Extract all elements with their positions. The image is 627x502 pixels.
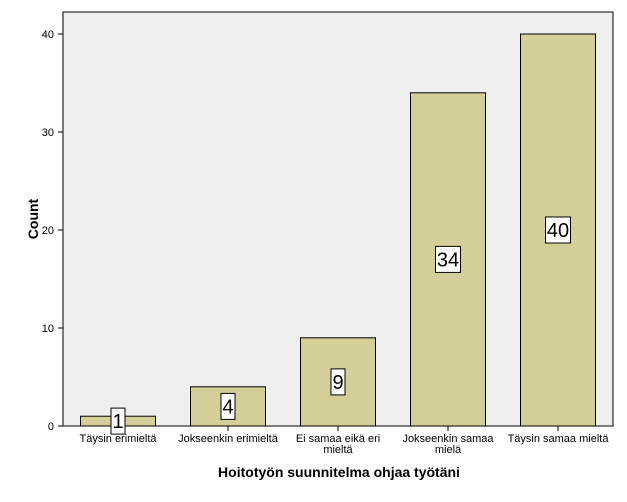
data-label: 34 — [437, 249, 459, 271]
data-label: 40 — [547, 220, 569, 242]
y-tick-label: 10 — [42, 323, 54, 335]
data-label-box — [220, 392, 236, 420]
x-axis-title: Hoitotyön suunnitelma ohjaa työtäni — [218, 464, 460, 480]
data-label: 4 — [222, 396, 233, 418]
data-labels: 1 4 9 34 40 — [110, 216, 571, 435]
x-tick-label: Jokseenkin samaa — [402, 433, 494, 445]
y-axis: 0 10 20 30 40 — [42, 29, 63, 433]
x-axis: Täysin erimieltä Jokseenkin erimieltä Ei s… — [79, 426, 609, 456]
data-label-box — [435, 245, 461, 273]
data-label: 1 — [112, 411, 123, 433]
y-tick-label: 40 — [42, 29, 54, 41]
x-tick-label: Täysin erimieltä — [79, 433, 157, 445]
data-label-box — [545, 216, 571, 244]
x-tick-label: mieltä — [323, 444, 353, 456]
x-tick-label: Jokseenkin erimieltä — [178, 433, 279, 445]
x-tick-label: Täysin samaa mieltä — [508, 433, 610, 445]
data-label-box — [330, 368, 346, 396]
y-axis-title: Count — [25, 198, 41, 239]
y-tick-label: 30 — [42, 127, 54, 139]
y-tick-label: 20 — [42, 225, 54, 237]
data-label-box — [110, 407, 126, 435]
x-tick-label: mielä — [435, 444, 462, 456]
data-label: 9 — [332, 372, 343, 394]
y-tick-label: 0 — [48, 421, 54, 433]
x-tick-label: Ei samaa eikä eri — [296, 433, 380, 445]
